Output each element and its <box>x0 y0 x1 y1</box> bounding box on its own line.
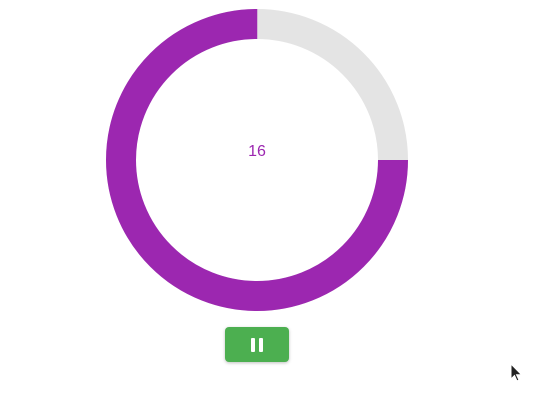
countdown-timer: 16 <box>105 8 409 312</box>
progress-arc <box>106 9 408 311</box>
pause-icon <box>251 337 263 352</box>
pause-button[interactable] <box>225 327 289 362</box>
progress-ring <box>106 9 408 311</box>
timer-value: 16 <box>248 143 266 160</box>
timer-value-container: 16 <box>105 8 409 312</box>
mouse-pointer-icon <box>510 363 523 382</box>
